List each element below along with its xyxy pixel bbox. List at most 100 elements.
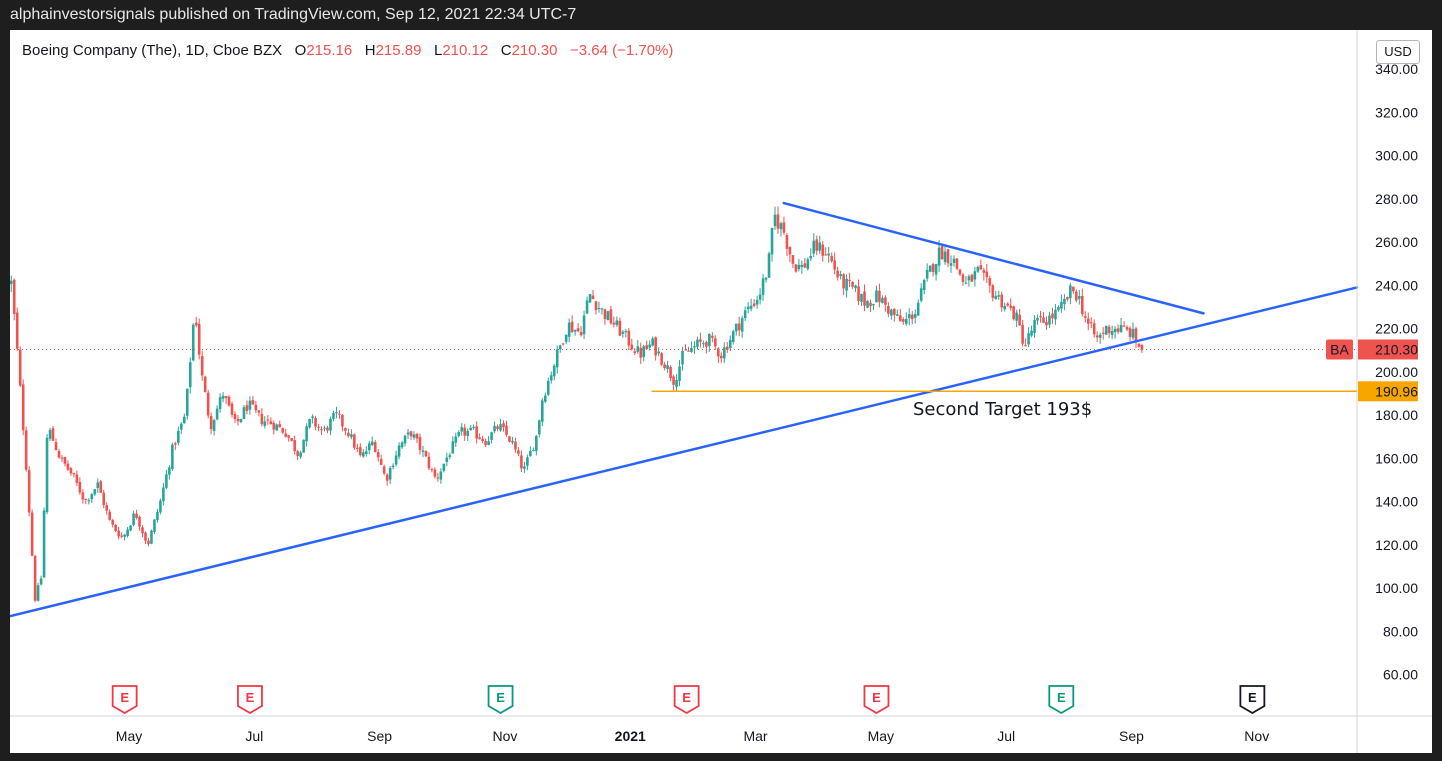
candle-body <box>323 427 326 429</box>
candle-body <box>666 365 669 369</box>
earnings-marker-label: E <box>120 690 129 705</box>
candle-body <box>645 345 649 350</box>
symbol-title: Boeing Company (The), 1D, Cboe BZX <box>22 42 283 59</box>
candle-body <box>1000 294 1004 308</box>
earnings-marker-shape <box>1048 685 1075 715</box>
candle-body <box>1092 323 1096 335</box>
candle-body <box>296 451 299 456</box>
candle-body <box>839 274 842 276</box>
candle-body <box>111 520 114 525</box>
candle-body <box>203 376 207 393</box>
candle-body <box>221 395 225 399</box>
candle-body <box>24 430 28 470</box>
x-tick-label: 2021 <box>615 728 646 744</box>
candle-body <box>245 405 249 411</box>
candle-body <box>54 442 58 451</box>
candle-body <box>415 433 419 439</box>
target-price-badge-label: 190.96 <box>1375 383 1418 399</box>
candle-body <box>1137 343 1141 347</box>
candle-body <box>824 254 828 256</box>
earnings-e-icon[interactable]: E <box>863 685 890 715</box>
candle-body <box>916 302 920 316</box>
candle-body <box>570 321 574 333</box>
candle-body <box>612 322 616 325</box>
currency-button[interactable]: USD <box>1376 40 1420 64</box>
candle-body <box>1066 297 1069 300</box>
earnings-e-icon[interactable]: E <box>673 685 700 715</box>
candle-body <box>660 353 663 365</box>
drawing-lines[interactable] <box>10 201 1359 618</box>
candle-body <box>266 419 270 421</box>
candle-body <box>329 418 332 431</box>
resistance-line[interactable] <box>782 201 1205 315</box>
y-tick-label: 340.00 <box>1375 61 1418 77</box>
candle-body <box>782 222 786 233</box>
earnings-e-icon[interactable]: E <box>1048 685 1075 715</box>
earnings-marker-shape <box>863 685 890 715</box>
candle-body <box>684 349 687 351</box>
candle-body <box>994 295 998 299</box>
candle-body <box>1018 314 1021 326</box>
candle-body <box>973 271 977 280</box>
price-chart[interactable]: E E E E E E E 340.00 320.00 300.00 280.00 260.00 24… <box>10 30 1432 753</box>
candle-body <box>540 400 544 422</box>
candle-body <box>114 524 117 531</box>
x-tick-label: Nov <box>1244 728 1269 744</box>
y-tick-label: 320.00 <box>1375 104 1418 120</box>
candle-body <box>511 440 514 443</box>
candle-body <box>335 412 338 414</box>
candle-body <box>129 525 132 531</box>
support-line[interactable] <box>10 286 1359 618</box>
x-tick-label: Sep <box>367 728 392 744</box>
candle-body <box>600 308 604 310</box>
target-annotation[interactable]: Second Target 193$ <box>913 399 1092 420</box>
candle-body <box>866 300 869 308</box>
candle-body <box>165 474 168 488</box>
earnings-marker-label: E <box>682 690 691 705</box>
candle-body <box>937 247 941 266</box>
candle-body <box>621 331 625 334</box>
y-tick-label: 200.00 <box>1375 364 1418 380</box>
high-label: H <box>364 42 376 59</box>
candle-body <box>230 403 234 415</box>
earnings-e-icon[interactable]: E <box>1239 685 1266 715</box>
candle-body <box>573 329 577 332</box>
candle-body <box>1024 345 1027 347</box>
y-tick-label: 120.00 <box>1375 537 1418 553</box>
earnings-marker-shape <box>487 685 514 715</box>
candle-body <box>532 450 535 452</box>
candle-body <box>1089 322 1093 324</box>
candle-body <box>812 240 816 254</box>
candle-body <box>779 223 783 230</box>
candle-body <box>93 489 97 495</box>
candle-body <box>299 452 302 457</box>
candle-body <box>215 408 219 420</box>
candle-body <box>979 265 983 270</box>
candle-body <box>585 300 589 314</box>
candle-body <box>1039 316 1042 318</box>
candle-body <box>785 234 789 249</box>
candle-body <box>526 457 529 466</box>
candle-body <box>687 350 690 352</box>
candle-body <box>317 426 320 428</box>
candle-body <box>576 328 580 332</box>
candle-body <box>75 474 79 483</box>
candle-body <box>394 455 398 465</box>
candle-body <box>627 330 631 346</box>
earnings-marker-label: E <box>496 690 505 705</box>
earnings-e-icon[interactable]: E <box>237 685 263 715</box>
candle-body <box>878 290 881 303</box>
earnings-e-icon[interactable]: E <box>111 685 138 715</box>
chart-panel[interactable]: E E E E E E E 340.00 320.00 300.00 280.00 260.00 24… <box>10 30 1432 753</box>
candle-body <box>949 263 953 266</box>
candle-body <box>910 314 914 320</box>
candle-body <box>490 432 493 440</box>
x-tick-label: Jul <box>997 728 1015 744</box>
candle-body <box>1134 328 1138 343</box>
earnings-marker-shape <box>1239 685 1266 715</box>
candle-body <box>642 346 646 357</box>
earnings-e-icon[interactable]: E <box>487 685 514 715</box>
candle-body <box>758 294 762 300</box>
candle-body <box>493 425 496 432</box>
